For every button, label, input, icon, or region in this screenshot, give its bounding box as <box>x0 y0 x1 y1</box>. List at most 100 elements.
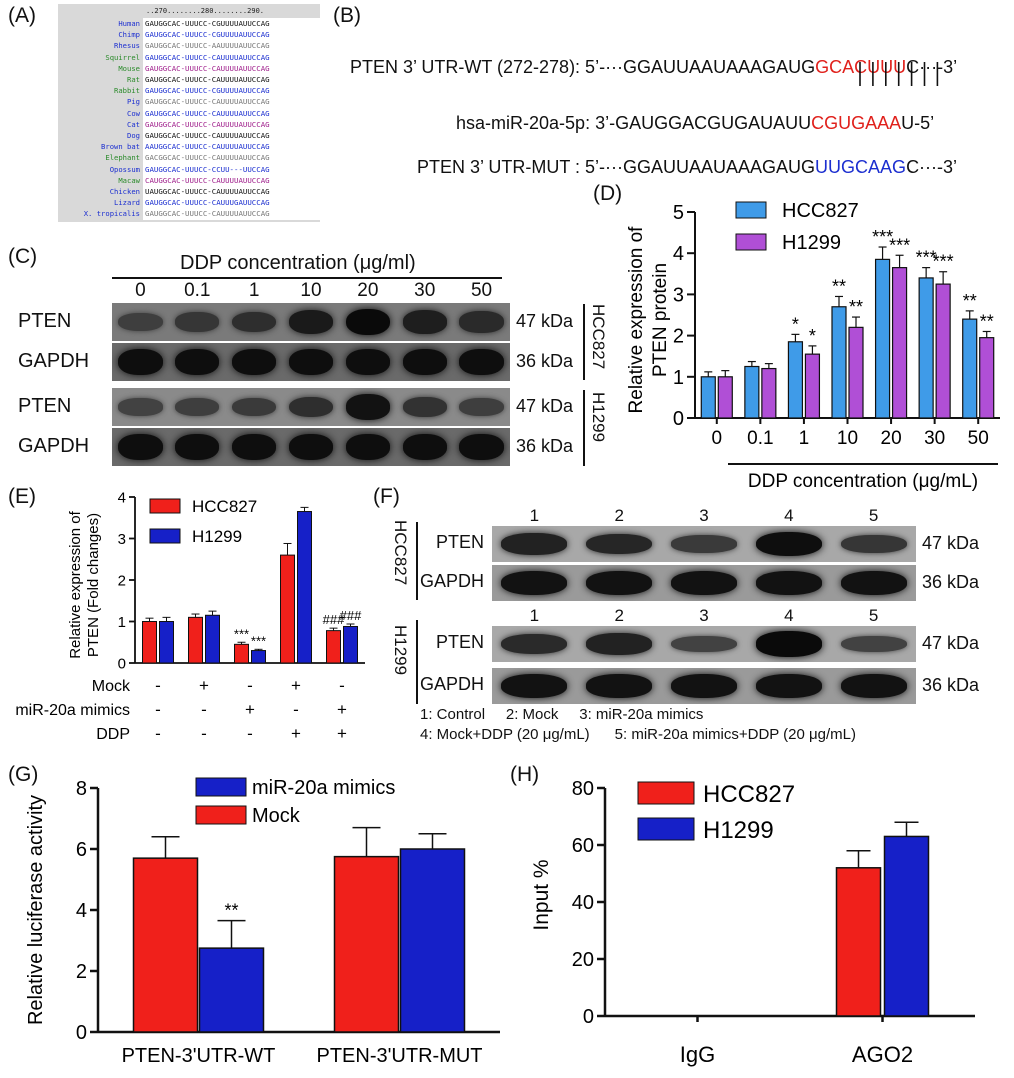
y-axis-label: Relative luciferase activity <box>25 795 47 1025</box>
blot-band <box>345 394 391 420</box>
cell-line-bracket <box>583 304 585 380</box>
bar <box>700 376 716 419</box>
alignment-row: Rat GAUGGCAC-UUUCC-CAUUUUAUUCCAG <box>58 74 321 86</box>
blot-band <box>670 571 738 595</box>
blot-band <box>402 434 447 460</box>
panel-label-b: (B) <box>333 4 361 27</box>
species-sequence: GAUGGCAC-UUUCC-CAUUUUAUUCCAG <box>143 74 321 86</box>
mut-sequence: PTEN 3’ UTR-MUT : 5’-···GGAUUAAUAAAGAUGU… <box>407 136 957 178</box>
significance-mark: ** <box>980 311 994 331</box>
blot-band <box>755 674 822 698</box>
blot-band <box>501 533 568 555</box>
blot-band <box>755 571 822 595</box>
protein-label: GAPDH <box>18 350 90 372</box>
protein-label: GAPDH <box>18 435 90 457</box>
y-axis-label: Input % <box>530 859 553 930</box>
alignment-row: Pig GAUGGCAC-UUUCC-CAUUUUAUUCCAG <box>58 96 321 109</box>
condition-mark: - <box>155 676 161 695</box>
condition-mark: + <box>337 700 347 719</box>
lane-label: 5 <box>868 606 879 625</box>
blot-band <box>840 674 907 698</box>
species-sequence: GAUGGCAC-UUUCC-CAUUUGAUUCCAG <box>143 197 321 210</box>
condition-mark: - <box>201 700 207 719</box>
blot-strip-1 <box>112 303 510 341</box>
species-name: Rat <box>127 75 140 84</box>
blot-band <box>670 674 738 698</box>
blot-band <box>459 434 504 460</box>
significance-mark: *** <box>889 235 910 255</box>
svg-text:Relative luciferase activity: Relative luciferase activity <box>25 795 47 1025</box>
chart-h: 0 20 40 60 80 IgG AGO2 Input % HCC827 H1299 <box>510 760 1014 1073</box>
blot-strip-2 <box>112 343 510 381</box>
size-label: 47 kDa <box>922 533 980 553</box>
svg-text:Relative expression of: Relative expression of <box>626 226 647 414</box>
lane-label: 1 <box>529 606 540 625</box>
species-name: Pig <box>127 97 140 107</box>
blot-band <box>345 434 391 460</box>
bar <box>142 621 157 664</box>
alignment-row: Rhesus GAUGGCAC-UUUCC-AAUUUUAUUCCAG <box>58 40 321 53</box>
alignment-row: Brown bat AAUGGCAC-UUUCC-CAUUUUAUUCCAG <box>58 141 321 154</box>
alignment-row: Mouse GAUGGCAC-UUUCC-CAUUUUAUUCCAG <box>58 62 321 75</box>
x-tick-label: 50 <box>968 428 989 449</box>
mir-site: CGUGAAA <box>811 113 902 133</box>
species-sequence: CAUGGCAC-UUUCC-CAUUUUAUUCCAG <box>143 174 321 187</box>
significance-mark: * <box>792 314 799 334</box>
bar <box>761 367 777 419</box>
alignment-row: Chimp GAUGGCAC-UUUCC-CGUUUUAUUCCAG <box>58 29 321 42</box>
bar <box>251 650 266 664</box>
bar <box>399 848 466 1033</box>
bar <box>198 947 265 1033</box>
lane-label: 4 <box>784 606 794 625</box>
svg-text:PTEN (Fold changes): PTEN (Fold changes) <box>85 513 102 657</box>
species-sequence: GAUGGCAC-UUUCC-CGUUUUAUUCCAG <box>143 29 321 42</box>
cell-line-label: HCC827 <box>391 520 410 586</box>
y-tick-label: 3 <box>673 284 684 306</box>
blot-strip-1 <box>492 526 916 562</box>
significance-mark: *** <box>916 248 937 268</box>
x-tick-label: 10 <box>837 428 858 449</box>
significance-mark: ### <box>340 608 362 623</box>
y-tick-label: 4 <box>76 900 87 922</box>
legend-swatch <box>735 201 767 219</box>
alignment-row: Elephant GACGGCAC-UUUCC-CAUUUUAUUCCAG <box>58 152 321 165</box>
blot-band <box>118 349 163 375</box>
blot-band <box>402 349 447 375</box>
condition-mark: - <box>155 700 161 719</box>
blot-band <box>118 398 163 416</box>
lane-label: 0.1 <box>184 280 211 301</box>
bar <box>918 277 934 419</box>
species-name: Human <box>118 19 140 28</box>
species-name: X. tropicalis <box>83 209 140 219</box>
blot-band <box>501 633 568 655</box>
panel-label-c: (C) <box>8 245 38 268</box>
alignment-row: Cow GAUGGCAC-UUUCC-CAUUUUAUUCCAG <box>58 107 321 120</box>
bar <box>962 318 978 419</box>
lane-label: 20 <box>357 280 379 301</box>
blot-band <box>288 434 334 460</box>
bar <box>343 625 358 664</box>
species-name: Macaw <box>118 175 140 185</box>
blot-band <box>755 531 822 557</box>
svg-text:Input %: Input % <box>530 859 553 930</box>
significance-mark: *** <box>234 626 249 641</box>
bar <box>234 643 249 664</box>
blot-f-legend-1: 1: Control 2: Mock 3: miR-20a mimics <box>420 706 704 723</box>
bar <box>835 867 882 1017</box>
significance-mark: *** <box>872 227 893 247</box>
y-tick-label: 4 <box>118 489 126 506</box>
lane-label: 3 <box>699 606 709 625</box>
alignment-row: Squirrel GAUGGCAC-UUUCC-CAUUUUAUUCCAG <box>58 51 321 64</box>
blot-band <box>586 533 653 555</box>
cell-line-bracket <box>416 522 418 600</box>
protein-label: PTEN <box>18 395 72 417</box>
bar <box>132 857 199 1033</box>
bar <box>717 376 733 419</box>
blot-band <box>586 633 653 655</box>
alignment-row: Rabbit GAUGGCAC-UUUCC-CGUUUUAUUCCAG <box>58 85 321 98</box>
y-tick-label: 1 <box>673 367 684 389</box>
bar <box>883 835 930 1017</box>
species-name: Squirrel <box>105 52 140 62</box>
condition-label: DDP <box>96 726 130 743</box>
blot-band <box>288 310 334 334</box>
